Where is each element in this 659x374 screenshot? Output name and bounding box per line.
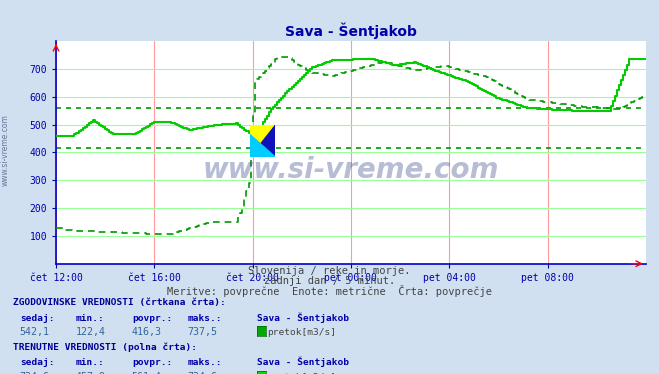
Text: maks.:: maks.:	[188, 358, 222, 367]
Text: sedaj:: sedaj:	[20, 313, 54, 322]
Text: Sava - Šentjakob: Sava - Šentjakob	[257, 312, 349, 322]
Text: Sava - Šentjakob: Sava - Šentjakob	[257, 357, 349, 367]
Title: Sava - Šentjakob: Sava - Šentjakob	[285, 22, 417, 39]
Text: ZGODOVINSKE VREDNOSTI (črtkana črta):: ZGODOVINSKE VREDNOSTI (črtkana črta):	[13, 298, 226, 307]
Text: pretok[m3/s]: pretok[m3/s]	[268, 328, 337, 337]
Text: pretok[m3/s]: pretok[m3/s]	[268, 373, 337, 374]
Text: zadnji dan / 5 minut.: zadnji dan / 5 minut.	[264, 276, 395, 286]
Text: Slovenija / reke in morje.: Slovenija / reke in morje.	[248, 266, 411, 276]
Text: 457,9: 457,9	[76, 372, 106, 374]
Polygon shape	[250, 125, 273, 155]
Text: 542,1: 542,1	[20, 327, 50, 337]
Text: www.si-vreme.com: www.si-vreme.com	[1, 114, 10, 186]
Text: maks.:: maks.:	[188, 313, 222, 322]
Text: www.si-vreme.com: www.si-vreme.com	[203, 156, 499, 184]
Text: min.:: min.:	[76, 313, 105, 322]
Polygon shape	[250, 135, 275, 157]
Text: 122,4: 122,4	[76, 327, 106, 337]
Text: povpr.:: povpr.:	[132, 358, 172, 367]
Text: 561,4: 561,4	[132, 372, 162, 374]
Text: Meritve: povprečne  Enote: metrične  Črta: povprečje: Meritve: povprečne Enote: metrične Črta:…	[167, 285, 492, 297]
Text: TRENUTNE VREDNOSTI (polna črta):: TRENUTNE VREDNOSTI (polna črta):	[13, 342, 197, 352]
Text: sedaj:: sedaj:	[20, 358, 54, 367]
Text: 416,3: 416,3	[132, 327, 162, 337]
Text: 737,5: 737,5	[188, 327, 218, 337]
Text: 734,6: 734,6	[188, 372, 218, 374]
Text: 734,6: 734,6	[20, 372, 50, 374]
Text: min.:: min.:	[76, 358, 105, 367]
Text: povpr.:: povpr.:	[132, 313, 172, 322]
